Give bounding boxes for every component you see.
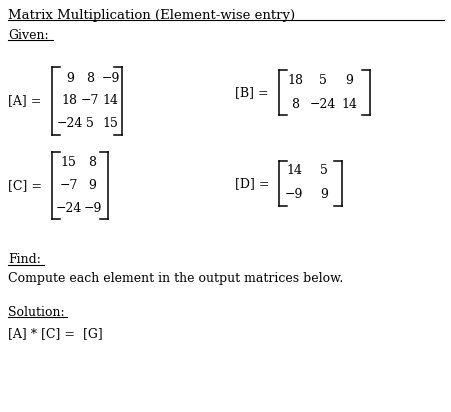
Text: 5: 5 <box>86 117 94 130</box>
Text: 5: 5 <box>320 164 328 178</box>
Text: [A] * [C] =  [G]: [A] * [C] = [G] <box>8 328 103 341</box>
Text: 14: 14 <box>102 94 119 108</box>
Text: [A] =: [A] = <box>8 94 41 108</box>
Text: 18: 18 <box>287 74 304 87</box>
Text: 14: 14 <box>341 98 358 111</box>
Text: −24: −24 <box>55 201 82 215</box>
Text: −9: −9 <box>101 72 120 85</box>
Text: [D] =: [D] = <box>235 177 269 190</box>
Text: 5: 5 <box>318 74 327 87</box>
Text: −24: −24 <box>57 117 83 130</box>
Text: 9: 9 <box>66 72 74 85</box>
Text: Matrix Multiplication (Element-wise entry): Matrix Multiplication (Element-wise entr… <box>8 9 295 22</box>
Text: Given:: Given: <box>8 29 49 42</box>
Text: 14: 14 <box>286 164 302 178</box>
Text: [C] =: [C] = <box>8 179 42 192</box>
Text: [B] =: [B] = <box>235 86 268 99</box>
Text: 18: 18 <box>62 94 78 108</box>
Text: 15: 15 <box>102 117 119 130</box>
Text: 9: 9 <box>88 179 97 192</box>
Text: −24: −24 <box>309 98 336 111</box>
Text: −7: −7 <box>60 179 78 192</box>
Text: 8: 8 <box>88 156 97 169</box>
Text: −9: −9 <box>83 201 101 215</box>
Text: Compute each element in the output matrices below.: Compute each element in the output matri… <box>8 272 343 285</box>
Text: 8: 8 <box>86 72 94 85</box>
Text: 9: 9 <box>345 74 354 87</box>
Text: −7: −7 <box>81 94 99 108</box>
Text: Find:: Find: <box>8 253 41 267</box>
Text: 15: 15 <box>60 156 77 169</box>
Text: 9: 9 <box>320 188 328 201</box>
Text: 8: 8 <box>291 98 299 111</box>
Text: −9: −9 <box>285 188 303 201</box>
Text: Solution:: Solution: <box>8 306 65 319</box>
